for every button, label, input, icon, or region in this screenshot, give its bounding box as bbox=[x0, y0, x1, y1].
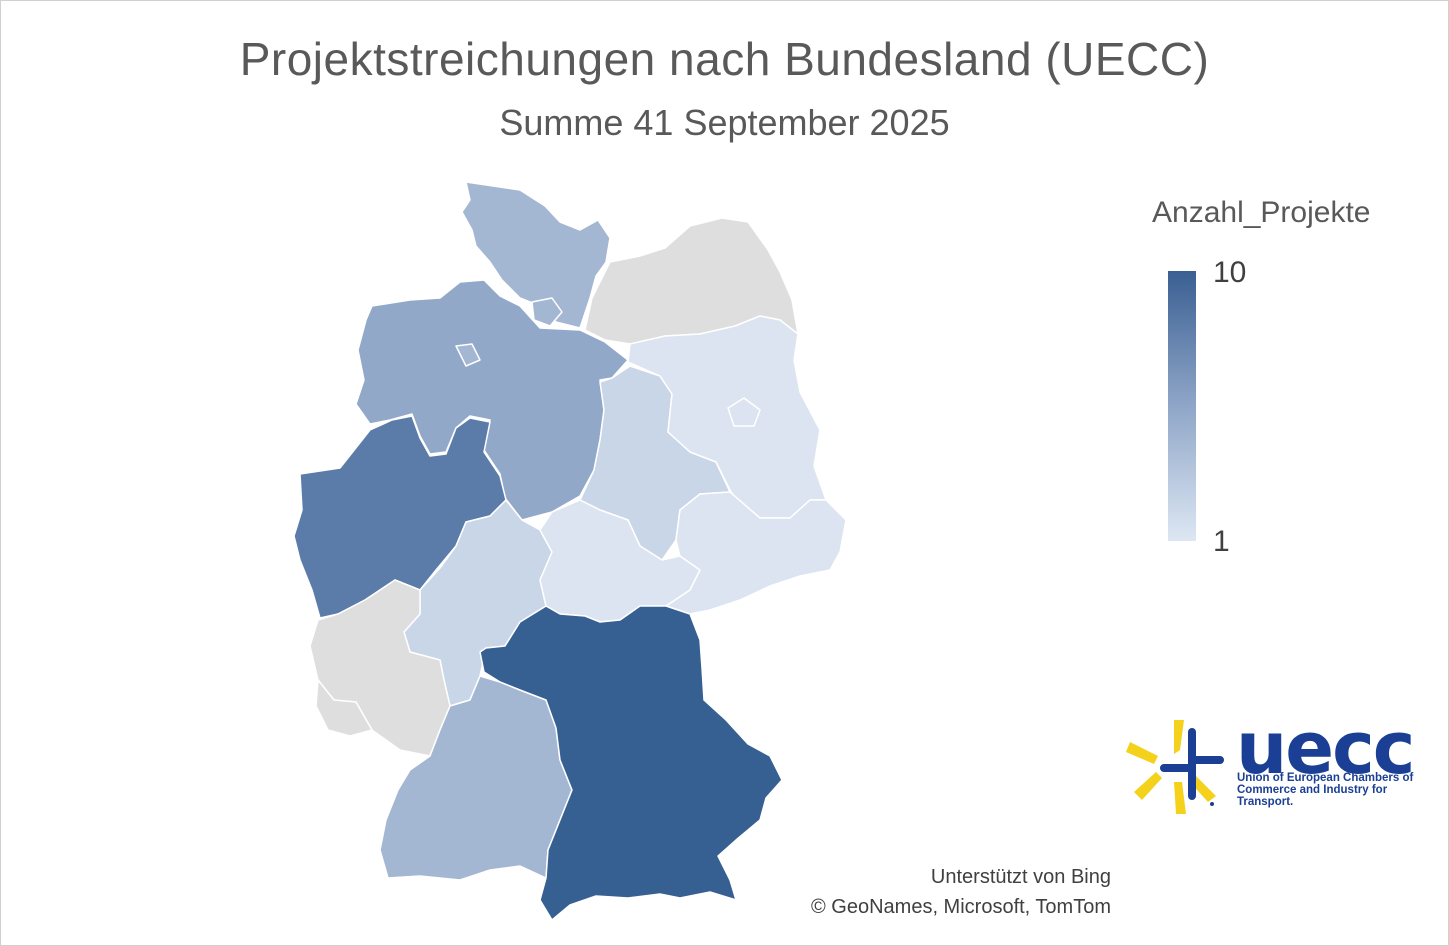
region-sachsen[interactable]: Sachsen bbox=[665, 491, 847, 615]
credit-sources: © GeoNames, Microsoft, TomTom bbox=[811, 896, 1111, 918]
legend-color-scale bbox=[1168, 271, 1196, 541]
map-title: Projektstreichungen nach Bundesland (UEC… bbox=[239, 33, 1210, 85]
region-saarland[interactable]: Saarland bbox=[315, 679, 373, 737]
legend-title: Anzahl_Projekte bbox=[1152, 196, 1371, 229]
region-niedersachsen[interactable]: Niedersachsen bbox=[355, 279, 629, 521]
region-schleswig-holstein[interactable]: Schleswig-Holstein bbox=[461, 181, 611, 329]
logo-tagline: Union of European Chambers of Commerce a… bbox=[1237, 772, 1414, 808]
logo-name: uecc bbox=[1236, 706, 1415, 790]
region-bremen[interactable]: Bremen bbox=[455, 343, 481, 367]
region-berlin[interactable]: Berlin bbox=[727, 397, 761, 427]
star-logo-icon bbox=[1126, 720, 1224, 814]
region-hamburg[interactable]: Hamburg bbox=[531, 297, 563, 327]
map-subtitle: Summe 41 September 2025 bbox=[499, 102, 950, 143]
region-bayern[interactable]: Bayern bbox=[479, 605, 783, 921]
legend-max-label: 10 bbox=[1213, 256, 1247, 289]
credit-bing: Unterstützt von Bing bbox=[930, 866, 1111, 888]
legend-min-label: 1 bbox=[1213, 525, 1230, 558]
